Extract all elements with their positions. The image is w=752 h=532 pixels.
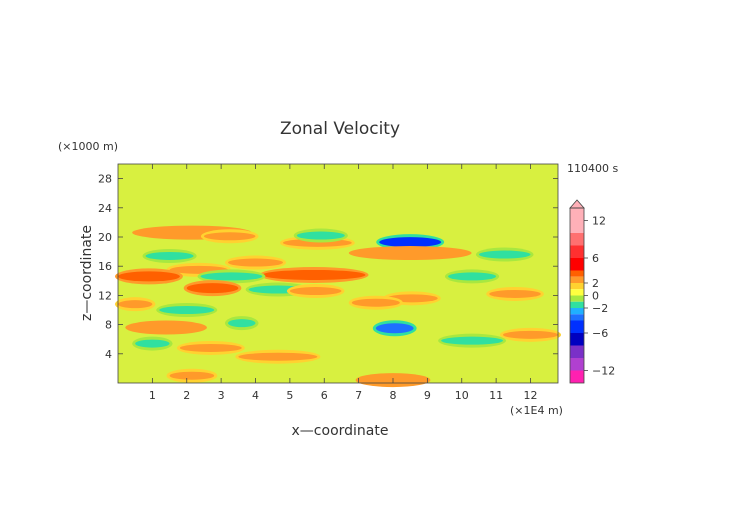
y-tick-label: 4 [105, 348, 112, 361]
x-axis-label: x—coordinate [292, 423, 389, 439]
x-tick-label: 10 [455, 389, 469, 402]
plot-frame [117, 163, 559, 384]
x-tick-label: 6 [321, 389, 328, 402]
heatmap-feature [228, 319, 256, 328]
colorbar-band [570, 270, 584, 277]
heatmap-feature [375, 323, 414, 334]
colorbar-band [570, 295, 584, 302]
y-axis-label: z—coordinate [79, 225, 95, 321]
colorbar-band [570, 208, 584, 233]
colorbar-tick-label: 2 [592, 277, 599, 290]
heatmap-feature [118, 271, 180, 282]
heatmap-feature [228, 258, 283, 267]
colorbar-tick-label: 6 [592, 252, 599, 265]
colorbar-band [570, 301, 584, 308]
y-unit-label: (×1000 m) [58, 140, 118, 153]
plot-area [115, 163, 561, 388]
colorbar-tick-label: −6 [592, 327, 608, 340]
x-tick-label: 3 [218, 389, 225, 402]
x-tick-label: 4 [252, 389, 259, 402]
x-tick-label: 11 [489, 389, 503, 402]
y-tick-label: 28 [98, 173, 112, 186]
heatmap-feature [128, 323, 204, 332]
x-tick-label: 7 [355, 389, 362, 402]
colorbar-tick-label: 0 [592, 290, 599, 303]
colorbar-band [570, 233, 584, 246]
heatmap-feature [135, 339, 170, 348]
heatmap-feature [238, 352, 318, 361]
colorbar-band [570, 333, 584, 346]
heatmap-feature [441, 336, 503, 345]
heatmap-feature [289, 287, 342, 296]
colorbar-tick-label: 12 [592, 215, 606, 228]
colorbar-band [570, 289, 584, 296]
heatmap-feature [296, 231, 345, 240]
x-unit-label: (×1E4 m) [510, 404, 563, 417]
heatmap-feature [118, 300, 153, 309]
x-tick-label: 1 [149, 389, 156, 402]
colorbar-band [570, 283, 584, 290]
chart-title: Zonal Velocity [280, 119, 400, 139]
colorbar-overflow-arrow [569, 199, 585, 209]
y-tick-label: 20 [98, 231, 112, 244]
colorbar: 12 6 20−2 −6 −12 [569, 199, 615, 384]
colorbar-band [570, 320, 584, 333]
heatmap-feature [262, 269, 366, 280]
x-tick-label: 2 [183, 389, 190, 402]
heatmap-feature [489, 289, 541, 298]
colorbar-band [570, 276, 584, 283]
colorbar-band [570, 345, 584, 358]
x-tick-label: 12 [524, 389, 538, 402]
heatmap-feature [203, 232, 256, 241]
heatmap-feature [448, 272, 497, 281]
heatmap-feature [503, 330, 558, 339]
heatmap-feature [200, 272, 263, 281]
colorbar-tick-label: −2 [592, 302, 608, 315]
x-tick-label: 8 [390, 389, 397, 402]
heatmap-feature [351, 249, 469, 258]
colorbar-band [570, 370, 584, 383]
colorbar-band [570, 245, 584, 258]
x-axis: 1 2 3 4 5 6 7 8 9 10 11 12 [149, 164, 538, 402]
time-label: 110400 s [567, 162, 618, 175]
y-tick-label: 16 [98, 260, 112, 273]
colorbar-band [570, 358, 584, 371]
heatmap-feature [159, 306, 215, 314]
heatmap-feature [169, 371, 215, 380]
y-axis: 4 8 12 16 20 24 28 [98, 173, 558, 361]
heatmap-feature [478, 250, 531, 259]
heatmap-feature [145, 251, 194, 260]
y-tick-label: 8 [105, 319, 112, 332]
colorbar-band [570, 308, 584, 315]
heatmap-feature [179, 343, 242, 352]
colorbar-tick-label: −12 [592, 365, 615, 378]
y-tick-label: 12 [98, 289, 112, 302]
y-tick-label: 24 [98, 202, 112, 215]
heatmap-feature [379, 237, 442, 248]
x-tick-label: 9 [424, 389, 431, 402]
heatmap-feature [351, 298, 400, 307]
colorbar-band [570, 314, 584, 321]
heatmap-feature [186, 283, 239, 294]
x-tick-label: 5 [286, 389, 293, 402]
colorbar-band [570, 258, 584, 271]
